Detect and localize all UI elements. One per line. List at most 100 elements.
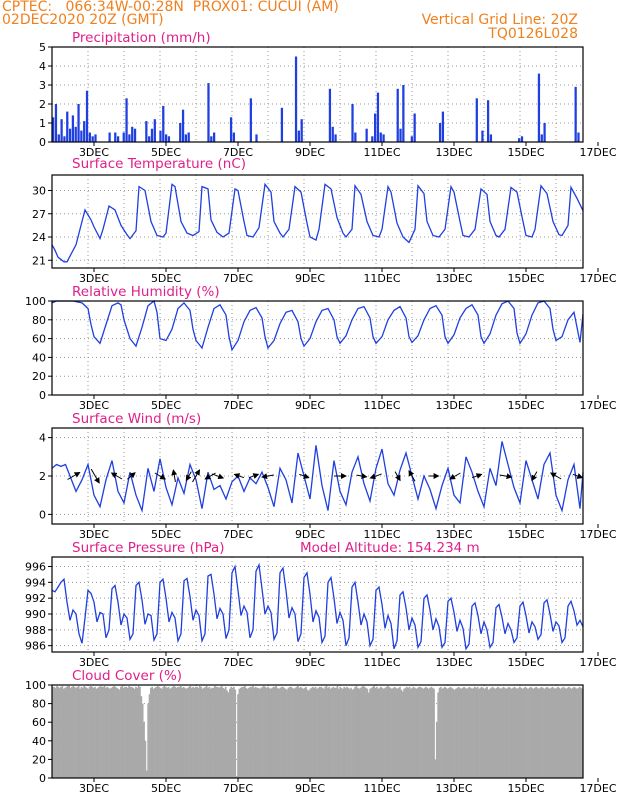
cloud-bar (194, 686, 197, 778)
cloud-bar (275, 685, 277, 778)
cloud-bar (438, 687, 441, 778)
cloud-bar (517, 687, 520, 778)
cloud-bar (239, 687, 242, 778)
cloud-bar (318, 686, 321, 778)
cloud-bar (271, 687, 273, 778)
cloud-bar (297, 685, 299, 778)
x-tick-label: 9DEC (295, 146, 325, 159)
precip-bar (60, 119, 63, 142)
cloud-bar (103, 685, 106, 778)
cloud-bar (340, 687, 343, 778)
cloud-bar (299, 686, 302, 778)
cloud-bar (282, 686, 284, 778)
cloud-bar (246, 688, 249, 778)
cloud-bar (453, 689, 456, 778)
cloud-bar (342, 688, 344, 778)
cloud-bar (235, 776, 238, 778)
cloud-bar (573, 686, 576, 778)
cloud-bar (201, 688, 204, 778)
surface-temperature-line (51, 182, 584, 263)
cloud-bar (337, 688, 340, 778)
cloud-bar (512, 687, 514, 778)
cloud-bar (408, 686, 411, 778)
x-tick-label: 17DEC (579, 146, 616, 159)
x-tick-label: 5DEC (151, 656, 181, 669)
y-tick-label: 2 (39, 470, 46, 483)
cloud-bar (483, 688, 486, 778)
cloud-bar (53, 686, 56, 778)
cloud-bar (257, 687, 260, 778)
y-tick-label: 0 (39, 389, 46, 402)
cloud-bar (325, 685, 328, 778)
cloud-bar (94, 686, 96, 778)
surface-pressure-line (51, 562, 584, 651)
cloud-bar (151, 686, 154, 778)
x-tick-label: 15DEC (507, 782, 544, 795)
cloud-bar (521, 688, 524, 778)
wind-arrow (499, 473, 513, 480)
precip-bar (122, 132, 125, 142)
cloud-bar (86, 687, 88, 778)
x-tick-label: 3DEC (79, 656, 109, 669)
precip-bar (210, 136, 213, 142)
cloud-bar (124, 686, 126, 778)
cloud-bar (196, 686, 198, 778)
cloud-bar (126, 687, 129, 778)
station-line: CPTEC: 066:34W-00:28N PROX01: CUCUI (AM) (2, 0, 339, 15)
cloud-bar (444, 686, 446, 778)
cloud-bar (450, 687, 453, 778)
cloud-bar (495, 687, 498, 778)
cloud-bar (532, 688, 535, 778)
precip-bar (520, 136, 524, 142)
precip-bar (164, 134, 168, 142)
cloud-bar (577, 687, 580, 778)
cloud-bar (392, 687, 395, 778)
plot-frame (51, 556, 584, 653)
cloud-bar (64, 687, 66, 778)
cloud-bar (321, 687, 324, 778)
cloud-bar (316, 688, 318, 778)
cloud-bar (540, 686, 543, 778)
precip-bar (94, 134, 97, 142)
cloud-bar (551, 686, 554, 778)
precip-bar (354, 132, 357, 142)
cloud-bar (179, 685, 182, 778)
cloud-bar (347, 687, 350, 778)
wind-arrow (233, 473, 245, 479)
cloud-bar (384, 687, 386, 778)
precip-bar (77, 104, 80, 142)
precip-bar (351, 104, 354, 142)
cloud-bar (561, 687, 563, 778)
y-tick-label: 60 (32, 333, 46, 346)
wind-arrow (394, 471, 401, 482)
cloud-bar (60, 686, 62, 778)
relative-humidity-title: Relative Humidity (%) (72, 284, 220, 300)
x-tick-label: 7DEC (223, 146, 253, 159)
x-tick-label: 13DEC (435, 146, 472, 159)
cloud-bar (83, 685, 85, 778)
cloud-bar (391, 688, 393, 778)
cloud-bar (416, 687, 419, 778)
cloud-bar (536, 687, 539, 778)
cloud-bar (362, 685, 365, 778)
cloud-bar (87, 688, 90, 778)
precip-bar (52, 117, 55, 142)
cloud-bar (252, 685, 254, 778)
cloud-bar (442, 687, 445, 778)
cloud-bar (81, 687, 84, 778)
cloud-bar (365, 687, 367, 778)
cloud-bar (479, 687, 482, 778)
cloud-bar (135, 686, 137, 778)
precip-bar (255, 134, 258, 142)
cloud-bar (117, 688, 120, 778)
cloud-bar (433, 688, 435, 778)
precip-bar (83, 121, 86, 142)
x-tick-label: 11DEC (363, 272, 400, 285)
wind-arrow (356, 473, 368, 479)
cloud-bar (371, 686, 374, 778)
cloud-bar (105, 687, 107, 778)
y-tick-label: 20 (32, 370, 46, 383)
cloud-bar (145, 770, 148, 778)
cloud-bar (554, 688, 557, 778)
cloud-bar (486, 686, 488, 778)
